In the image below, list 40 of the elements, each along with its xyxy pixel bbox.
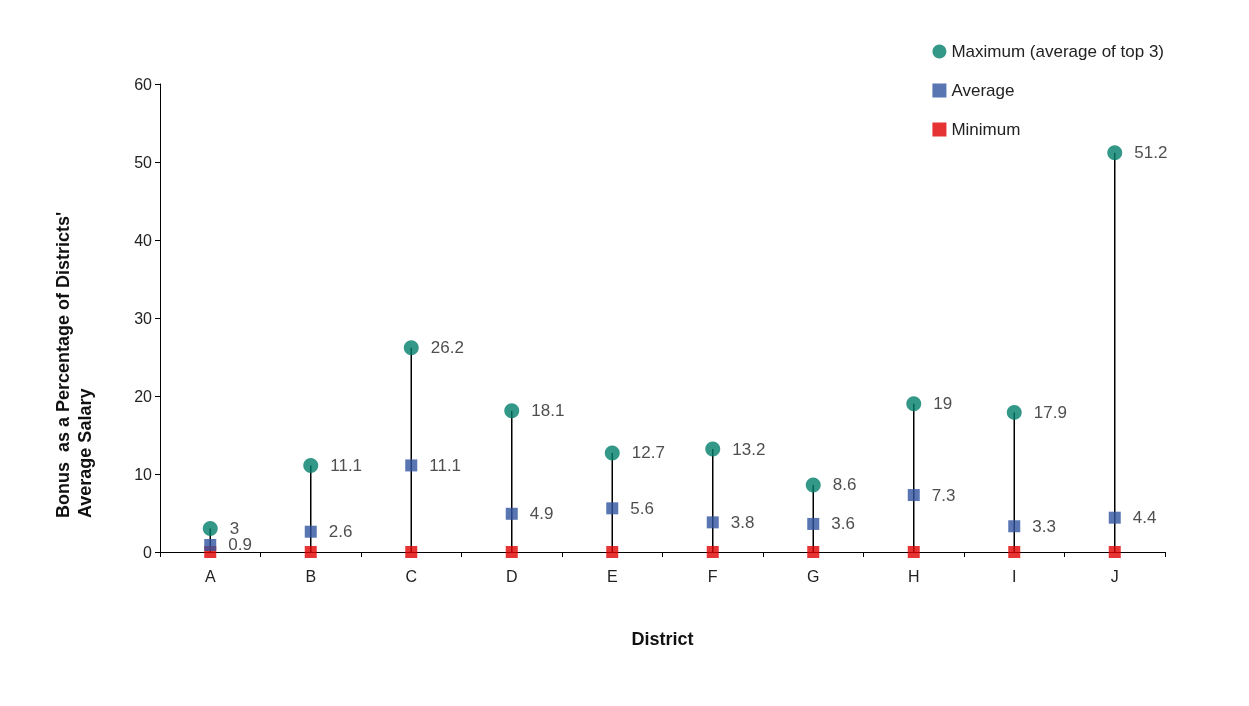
y-tick-label: 40	[134, 231, 153, 249]
x-tick-label: A	[204, 567, 216, 585]
x-tick-label: H	[907, 567, 920, 585]
data-label: 18.1	[531, 401, 565, 421]
y-tick-label: 50	[134, 153, 153, 171]
data-label: 3.3	[1032, 516, 1056, 536]
data-label: 11.1	[330, 455, 363, 475]
y-tick-label: 60	[134, 75, 153, 93]
x-tick-label: F	[707, 567, 718, 585]
data-label: 11.1	[429, 455, 462, 475]
legend-label: Average	[951, 81, 1015, 100]
y-tick-label: 20	[134, 387, 153, 405]
y-tick-label: 0	[143, 543, 153, 561]
data-label: 5.6	[630, 498, 654, 518]
x-tick-label: E	[606, 567, 618, 585]
data-label: 19	[933, 394, 953, 414]
data-label: 26.2	[430, 338, 464, 358]
x-tick-label: D	[505, 567, 518, 585]
data-label: 4.9	[529, 504, 554, 524]
x-tick-label: G	[807, 567, 820, 585]
data-label: 4.4	[1132, 508, 1157, 528]
y-axis-title: Bonus as a Percentage of Districts' Average Salary	[53, 206, 95, 518]
legend-label: Maximum (average of top 3)	[951, 42, 1165, 61]
x-axis-title: District	[631, 629, 694, 649]
data-label: 3.6	[831, 514, 855, 534]
data-label: 13.2	[732, 439, 766, 459]
data-label: 12.7	[631, 443, 665, 463]
data-label: 51.2	[1134, 143, 1168, 163]
data-label: 17.9	[1033, 402, 1067, 422]
x-tick-label: B	[305, 567, 317, 585]
x-tick-label: I	[1012, 567, 1017, 585]
data-label: 7.3	[931, 485, 956, 505]
data-label: 2.6	[328, 522, 353, 542]
data-label: 8.6	[832, 475, 857, 495]
x-tick-label: J	[1110, 567, 1119, 585]
y-tick-label: 10	[134, 465, 153, 483]
y-tick-label: 30	[134, 309, 153, 327]
x-tick-label: C	[405, 567, 418, 585]
legend-label: Minimum	[951, 120, 1021, 139]
data-label: 3.8	[730, 512, 755, 532]
